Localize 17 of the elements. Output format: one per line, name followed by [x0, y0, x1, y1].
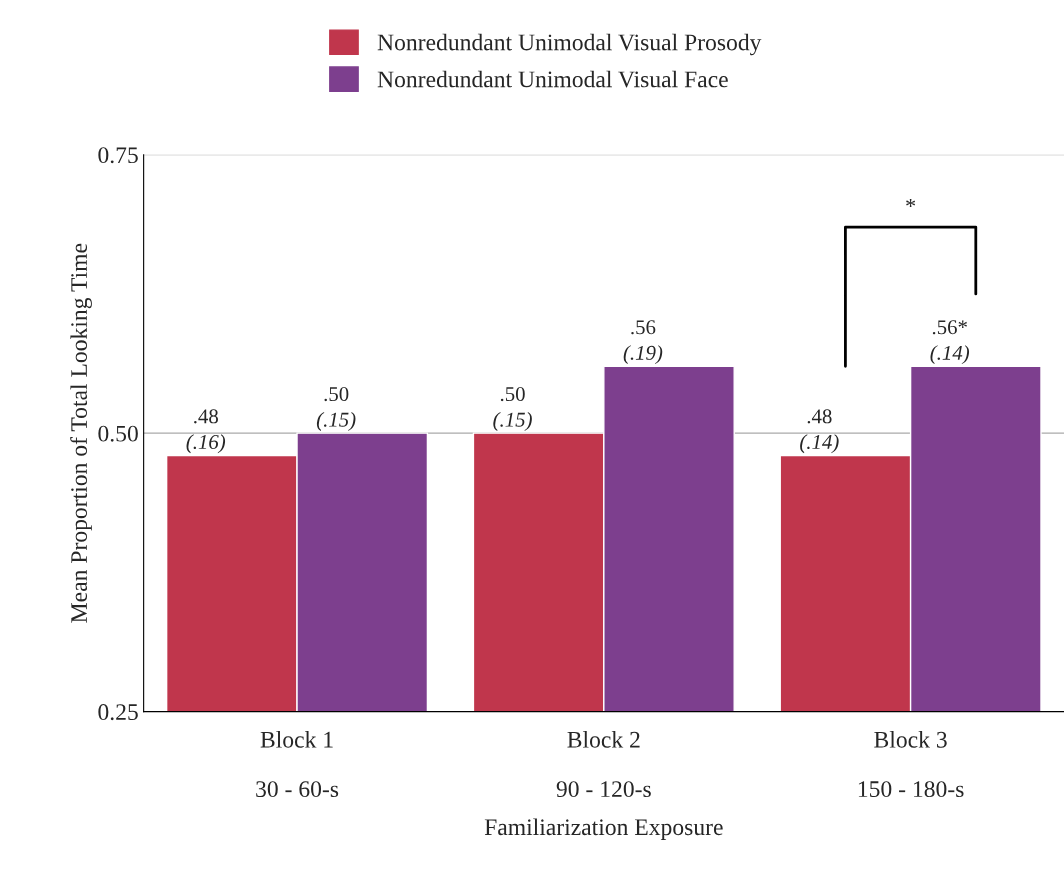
category-label: Block 1 30 - 60-s [256, 731, 339, 798]
legend-label: Nonredundant Unimodal Visual Prosody [377, 33, 762, 56]
category-label: Block 2 90 - 120-s [556, 731, 651, 798]
y-tick-label: 0.75 [98, 147, 138, 164]
annotation: * [906, 198, 916, 208]
data-label: .56* (.14) [930, 320, 970, 365]
data-label: .50 (.15) [493, 387, 532, 431]
x-axis-title: Familiarization Exposure [484, 818, 723, 840]
y-tick-label: 0.25 [98, 704, 138, 721]
data-label: .56 (.19) [623, 320, 663, 365]
data-label: .48 (.16) [186, 409, 226, 454]
data-label: .50 (.15) [316, 387, 356, 431]
data-label: .48 (.14) [800, 409, 839, 454]
y-tick-label: 0.50 [98, 425, 138, 442]
legend-label: Nonredundant Unimodal Visual Face [377, 70, 728, 88]
y-axis-title: Mean Proportion of Total Looking Time [70, 243, 92, 623]
category-label: Block 3 150 - 180-s [858, 731, 964, 798]
